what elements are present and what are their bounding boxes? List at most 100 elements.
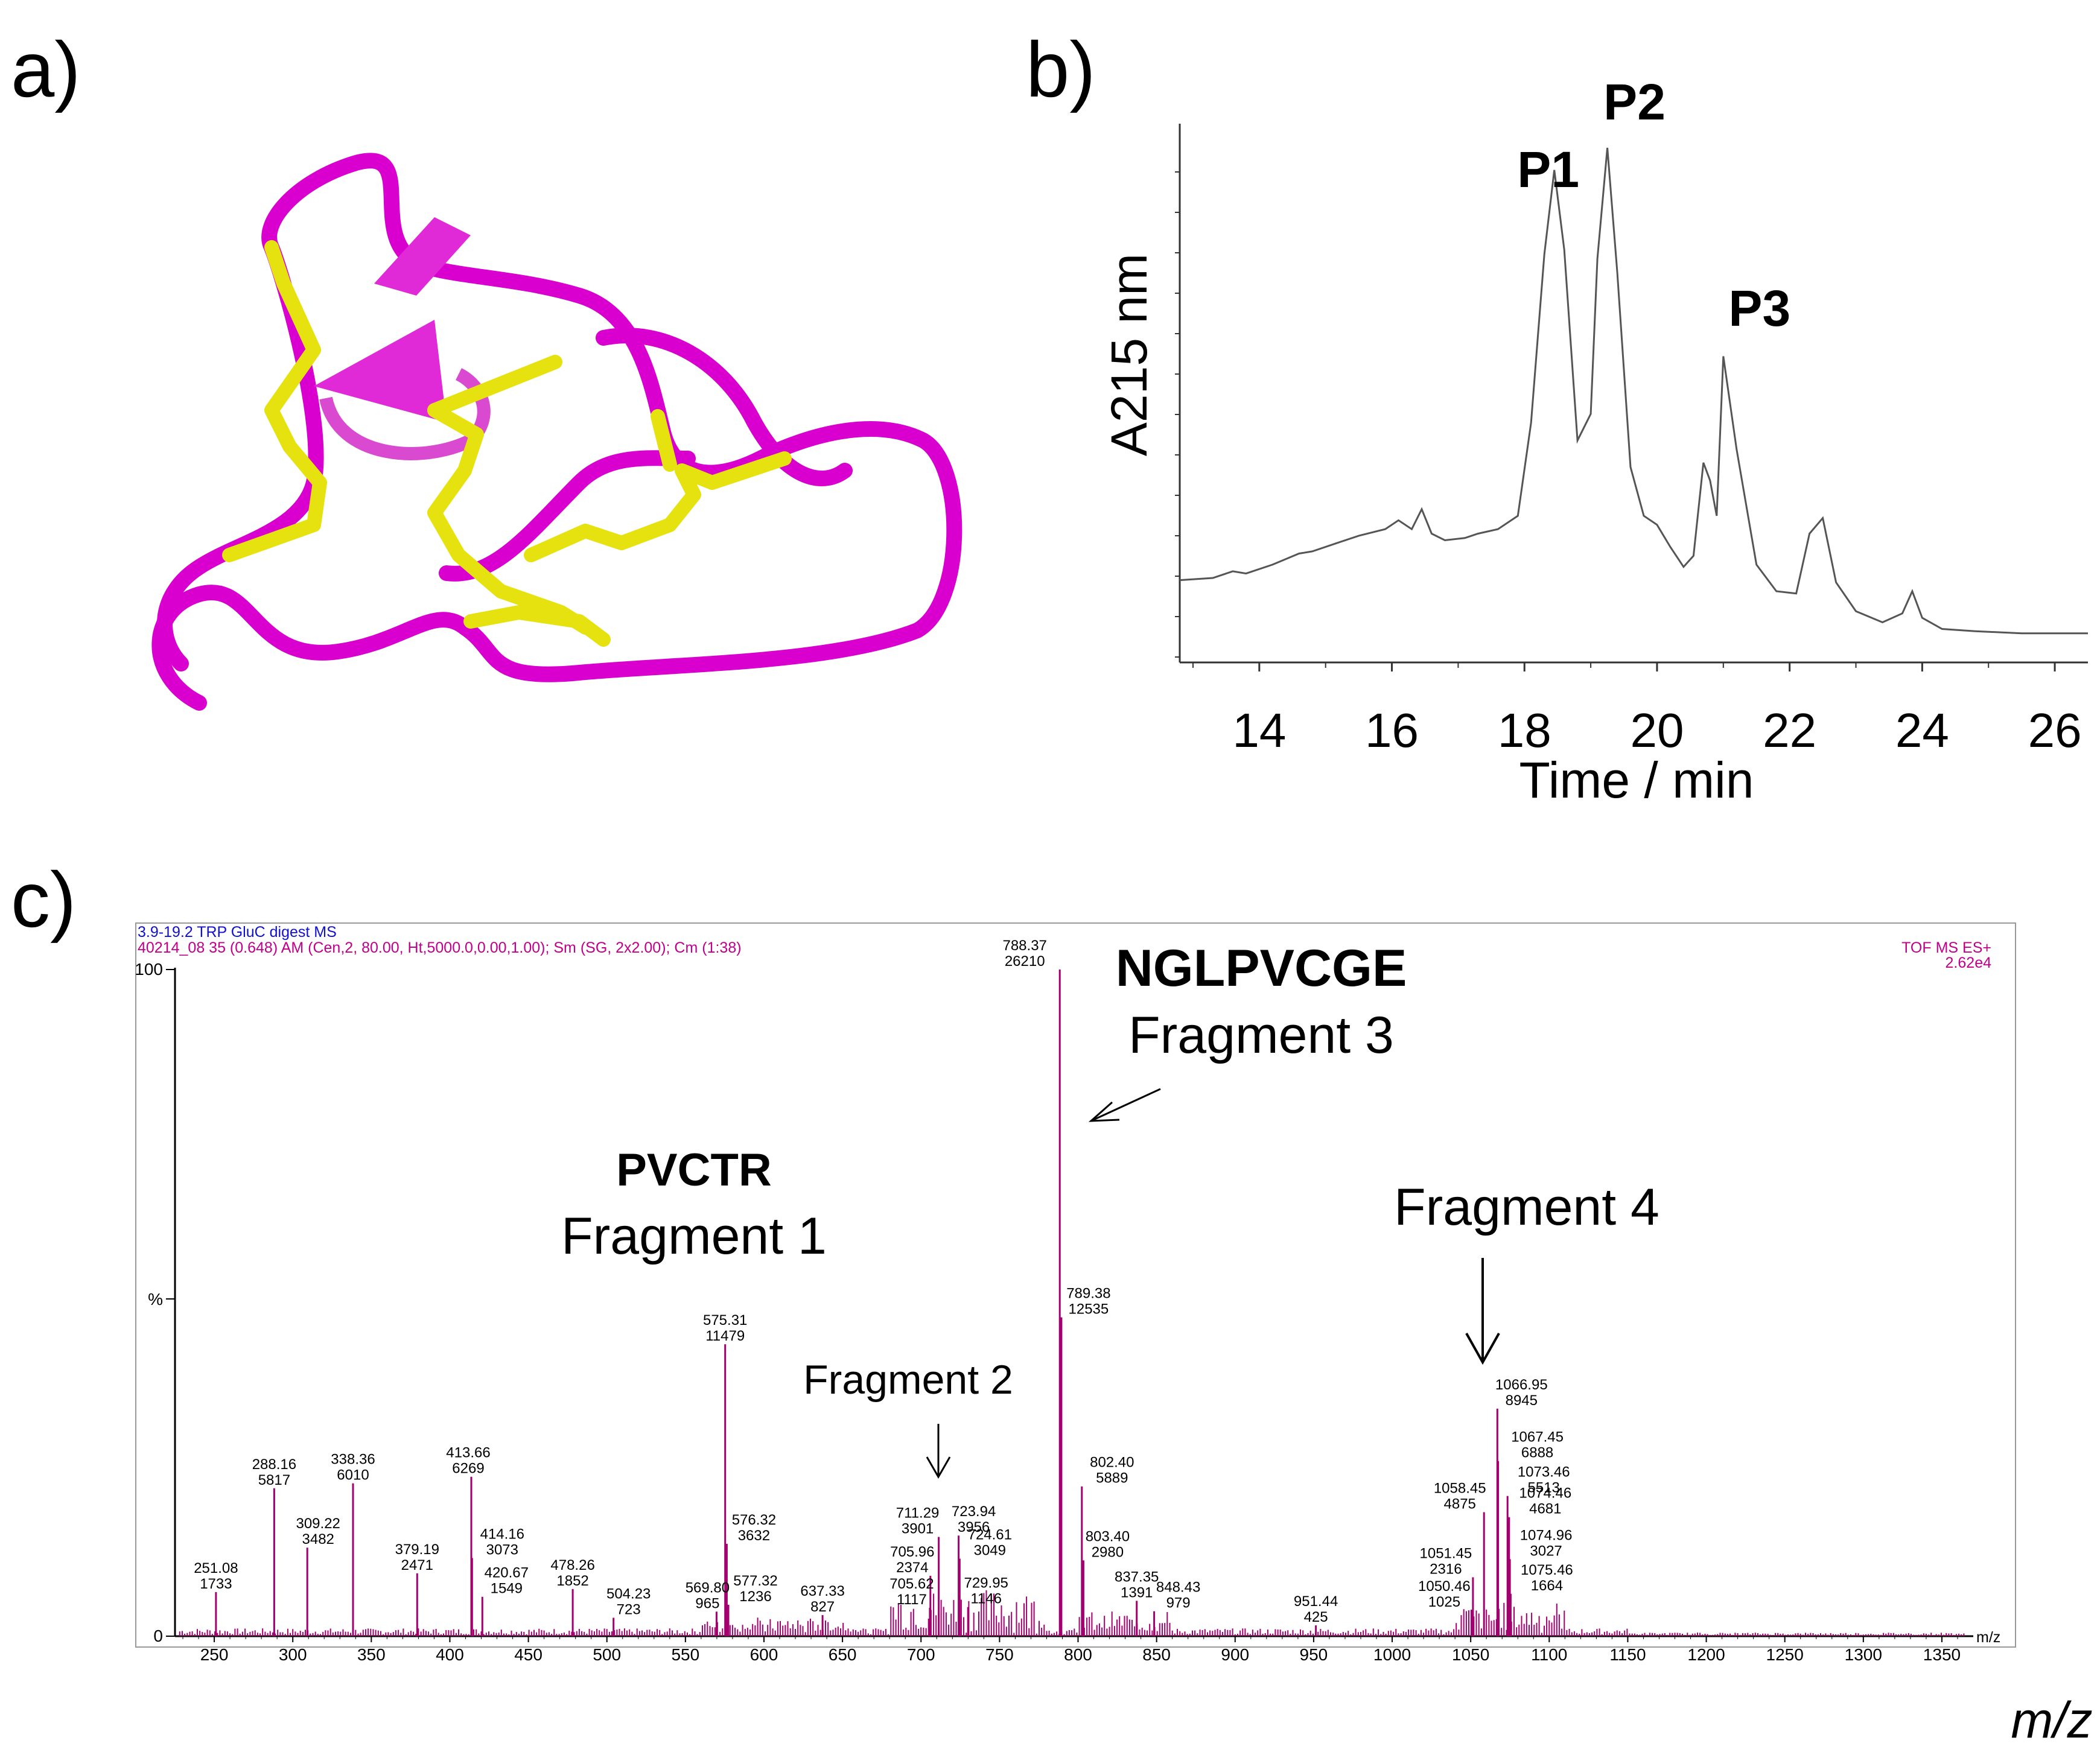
peak-intensity-label: 1146 [970, 1591, 1002, 1607]
peak-intensity-label: 6269 [452, 1461, 484, 1477]
peak-intensity-label: 1549 [491, 1581, 523, 1597]
peak-intensity-label: 6888 [1521, 1445, 1553, 1461]
axis-unit-label: m/z [1976, 1629, 2000, 1646]
peak-intensity-label: 26210 [1005, 953, 1045, 970]
mass-spectrum: 3.9-19.2 TRP GluC digest MS 40214_08 35 … [135, 922, 2093, 1748]
y-zero-label: 0 [153, 1627, 163, 1645]
peak-intensity-label: 827 [810, 1599, 835, 1615]
ms-x-tick-label: 1300 [1845, 1645, 1882, 1664]
x-tick-label: 18 [1498, 703, 1551, 757]
peak-mz-label: 803.40 [1086, 1528, 1130, 1544]
peak-intensity-label: 1852 [556, 1573, 588, 1589]
peak-intensity-label: 1236 [739, 1589, 771, 1605]
peak-mz-label: 723.94 [952, 1503, 996, 1520]
peak-label-p1: P1 [1517, 141, 1579, 198]
peak-mz-label: 848.43 [1156, 1579, 1200, 1596]
peak-intensity-label: 4875 [1444, 1496, 1476, 1513]
x-ticks [1192, 662, 2056, 671]
ms-x-tick-label: 750 [985, 1645, 1014, 1664]
fragment-3-sequence: NGLPVCGE [1116, 939, 1407, 997]
peak-mz-label: 577.32 [733, 1573, 777, 1589]
peak-mz-label: 251.08 [194, 1560, 238, 1576]
peak-mz-label: 338.36 [331, 1452, 375, 1468]
spectrum-header-right1: TOF MS ES+ [1901, 939, 1991, 956]
ms-x-tick-label: 250 [200, 1645, 229, 1664]
ms-x-tick-label: 1200 [1687, 1645, 1725, 1664]
beta-strand-arrow-2 [374, 217, 471, 296]
ms-x-tick-label: 700 [907, 1645, 935, 1664]
ms-x-tick-label: 850 [1142, 1645, 1171, 1664]
peak-label-p2: P2 [1603, 74, 1666, 130]
peak-intensity-label: 12535 [1069, 1301, 1109, 1318]
peak-intensity-label: 3073 [486, 1541, 518, 1558]
peak-intensity-label: 2316 [1430, 1561, 1462, 1577]
peak-intensity-label: 6010 [337, 1467, 369, 1484]
spectrum-baseline-noise [179, 1590, 1965, 1636]
fragment-2-label: Fragment 2 [803, 1357, 1013, 1403]
ms-x-tick-label: 1050 [1452, 1645, 1489, 1664]
disulfide-bond-1 [222, 240, 327, 562]
peak-intensity-label: 723 [617, 1602, 641, 1618]
peak-mz-label: 705.62 [889, 1576, 934, 1592]
fragment-3-label: Fragment 3 [1128, 1006, 1394, 1064]
peak-intensity-label: 5513 [1528, 1480, 1560, 1496]
peak-intensity-label: 3482 [302, 1531, 334, 1547]
ms-x-tick-label: 900 [1221, 1645, 1249, 1664]
peak-mz-label: 504.23 [606, 1586, 651, 1602]
ms-x-tick-label: 500 [593, 1645, 621, 1664]
chromatogram-trace [1179, 147, 2088, 635]
x-tick-label: 20 [1630, 703, 1684, 757]
peak-mz-label: 1050.46 [1418, 1578, 1471, 1595]
peak-intensity-label: 3901 [902, 1521, 934, 1537]
spectrum-header-line2: 40214_08 35 (0.648) AM (Cen,2, 80.00, Ht… [138, 939, 742, 956]
peak-mz-label: 288.16 [252, 1456, 296, 1473]
fragment-4-label: Fragment 4 [1394, 1178, 1659, 1236]
spectrum-frame [135, 922, 2016, 1648]
chromatogram: 14 16 18 20 22 24 26 P1 P2 P3 Time / min A215 nm [1101, 74, 2088, 808]
ms-x-tick-label: 450 [514, 1645, 542, 1664]
y-minor-ticks [1175, 171, 1180, 658]
panel-b-label: b) [1026, 25, 1096, 113]
panel-a-label: a) [11, 25, 81, 113]
peak-mz-label: 837.35 [1115, 1569, 1159, 1585]
peak-mz-label: 1073.46 [1518, 1464, 1570, 1481]
peak-mz-label: 379.19 [395, 1541, 439, 1558]
disulfide-bond-5 [463, 605, 611, 647]
peak-mz-label: 637.33 [800, 1583, 844, 1599]
peak-mz-label: 1074.96 [1520, 1527, 1573, 1543]
peak-intensity-label: 1664 [1531, 1578, 1563, 1594]
ms-x-tick-label: 350 [357, 1645, 386, 1664]
backbone-ribbon [151, 153, 962, 711]
peak-intensity-label: 425 [1304, 1609, 1328, 1625]
ms-x-tick-label: 1350 [1923, 1645, 1961, 1664]
peak-intensity-label: 1025 [1428, 1594, 1460, 1610]
peak-intensity-label: 4681 [1529, 1501, 1561, 1517]
ms-x-tick-label: 550 [671, 1645, 699, 1664]
ms-x-tick-label: 1000 [1373, 1645, 1411, 1664]
ms-x-tick-label: 1100 [1531, 1645, 1567, 1664]
peak-mz-label: 802.40 [1090, 1455, 1134, 1471]
ms-x-tick-label: 1150 [1609, 1645, 1646, 1664]
fragment-2-arrow [926, 1424, 951, 1479]
ms-x-tick-label: 1250 [1766, 1645, 1804, 1664]
fragment-3-arrow [1088, 1088, 1161, 1122]
fragment-4-arrow [1465, 1258, 1500, 1365]
disulfide-bond-3 [427, 355, 562, 417]
peak-intensity-label: 2471 [401, 1557, 433, 1573]
peak-intensity-label: 5817 [258, 1472, 290, 1488]
peak-mz-label: 705.96 [890, 1544, 934, 1560]
peak-mz-label: 414.16 [480, 1526, 524, 1542]
ms-x-tick-label: 650 [829, 1645, 857, 1664]
ms-x-tick-label: 300 [279, 1645, 307, 1664]
ms-x-tick-label: 800 [1064, 1645, 1092, 1664]
peak-intensity-label: 2374 [896, 1560, 928, 1576]
peak-intensity-label: 1733 [200, 1576, 232, 1592]
peak-mz-label: 1066.95 [1495, 1377, 1548, 1393]
y-axis-label: A215 nm [1101, 253, 1157, 456]
ms-x-tick-label: 950 [1300, 1645, 1328, 1664]
ms-x-tick-label: 600 [750, 1645, 778, 1664]
peak-mz-label: 309.22 [296, 1516, 340, 1532]
peak-intensity-label: 3027 [1530, 1543, 1562, 1559]
spectrum-x-axis-label: m/z [2011, 1692, 2092, 1748]
spectrum-header-right2: 2.62e4 [1946, 954, 1992, 971]
